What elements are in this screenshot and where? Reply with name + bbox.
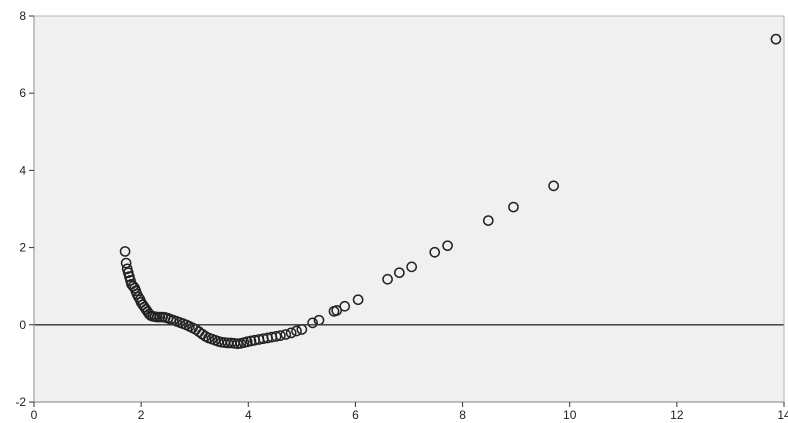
data-point [291,325,302,337]
data-point [442,240,453,252]
x-tick-label: 10 [563,408,577,422]
data-point [275,330,286,341]
data-point [482,215,494,226]
y-tick-label: 6 [19,86,26,100]
x-tick-label: 4 [245,408,252,422]
y-tick-label: 2 [19,241,26,255]
y-tick-label: -2 [15,395,26,409]
x-tick-label: 0 [31,408,38,422]
data-point [339,300,351,312]
data-point [120,257,132,269]
data-point [119,246,131,257]
x-tick-label: 12 [670,408,684,422]
data-point [508,201,519,213]
data-point [241,336,253,348]
data-point [770,33,782,45]
plot-frame [33,15,785,403]
x-tick-label: 2 [138,408,145,422]
data-point [394,267,405,279]
ticks-layer: 0 2 4 6 8 10 12 14 -2 0 2 4 6 8 [15,9,788,422]
data-point [270,331,282,342]
y-tick-label: 8 [19,9,26,23]
x-tick-label: 8 [459,408,466,422]
data-point [352,294,364,306]
data-point [331,305,343,316]
x-tick-label: 6 [352,408,359,422]
data-point [245,335,257,347]
y-tick-label: 4 [19,163,26,177]
points-layer [119,33,782,350]
data-point [406,261,418,273]
plot-area [34,16,784,402]
data-point [285,327,297,339]
x-tick-label: 14 [777,408,788,422]
data-point [307,317,318,329]
data-point [429,246,441,258]
y-tick-label: 0 [19,318,26,332]
data-point [280,329,292,340]
data-point [548,180,559,192]
data-point [382,273,393,285]
